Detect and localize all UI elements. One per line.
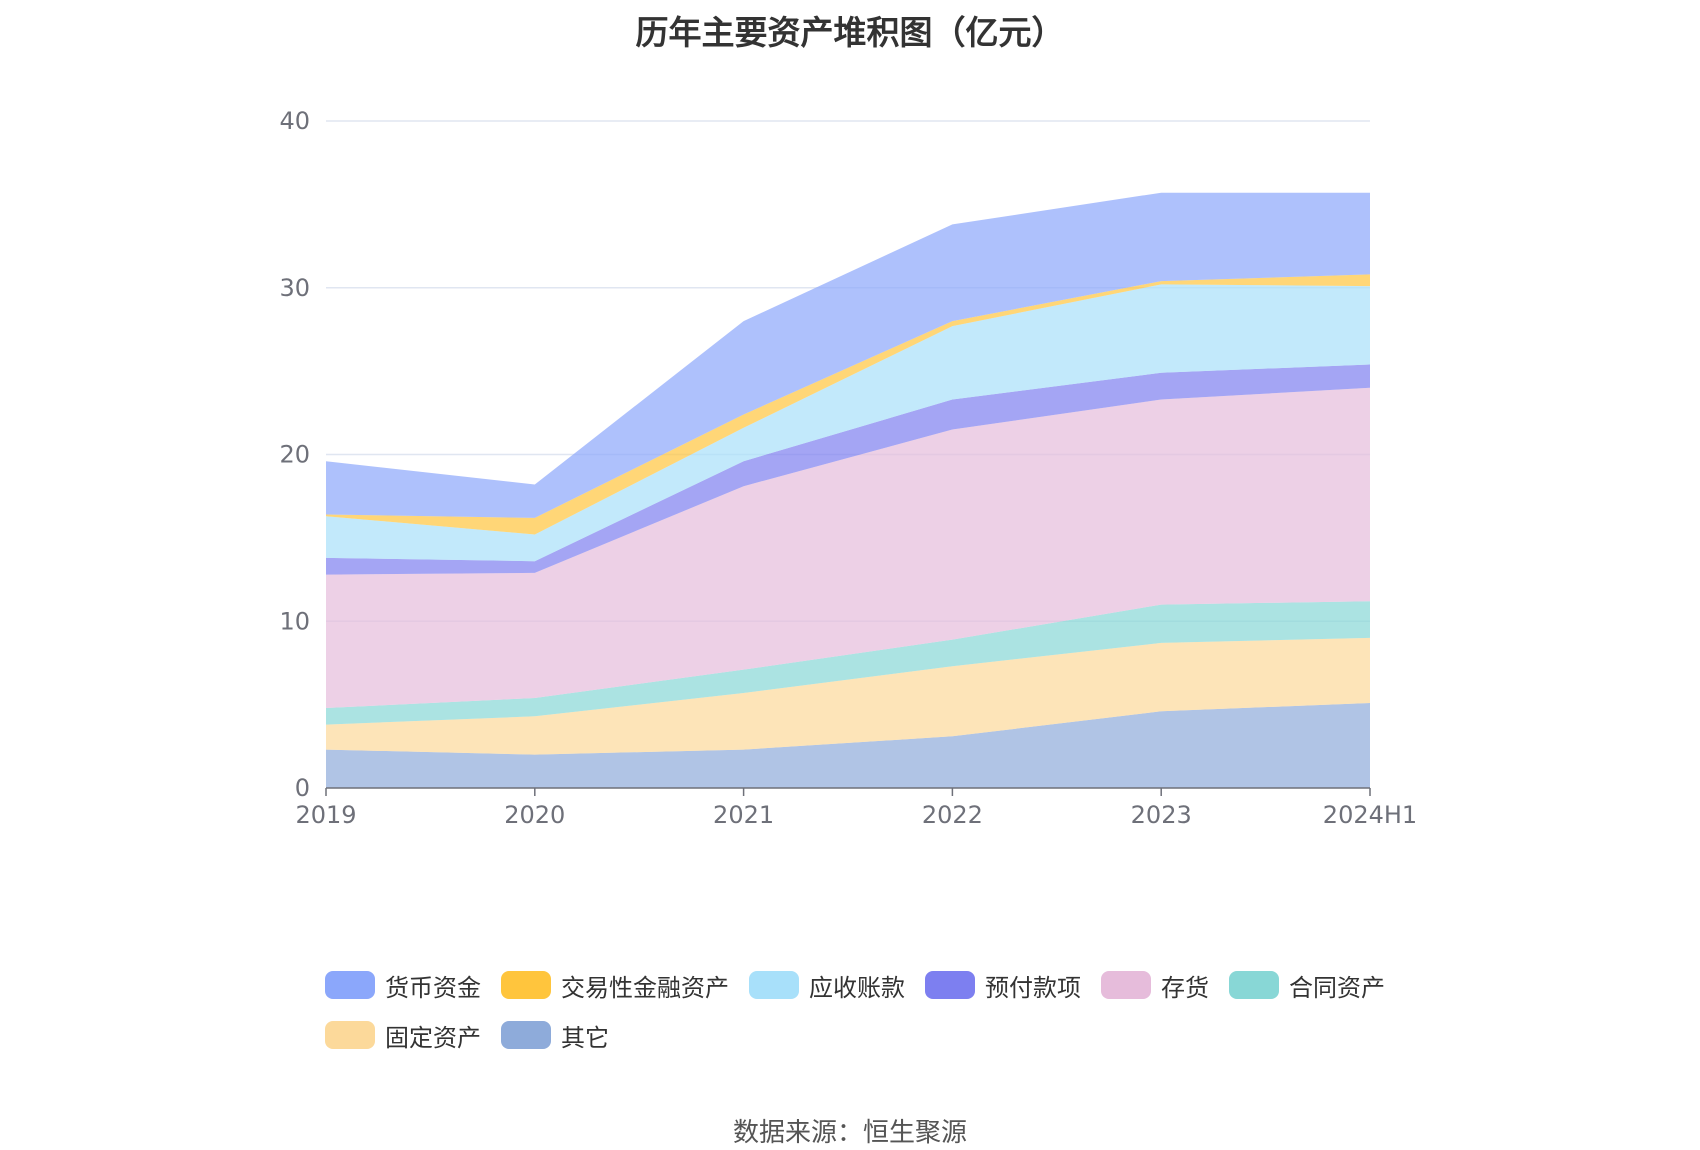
legend-swatch <box>1229 971 1279 999</box>
legend-swatch <box>1101 971 1151 999</box>
legend-swatch <box>501 1021 551 1049</box>
chart-legend: 货币资金 交易性金融资产 应收账款 预付款项 存货 合同资产固定资产 其它 <box>325 960 1445 1060</box>
x-tick-label: 2022 <box>922 801 983 829</box>
x-tick-label: 2019 <box>295 801 356 829</box>
legend-label: 固定资产 <box>385 1023 481 1052</box>
legend-item[interactable]: 应收账款 <box>749 960 905 1010</box>
legend-item[interactable]: 货币资金 <box>325 960 481 1010</box>
legend-item[interactable]: 交易性金融资产 <box>501 960 729 1010</box>
legend-swatch <box>325 1021 375 1049</box>
legend-label: 预付款项 <box>985 973 1081 1002</box>
y-tick-label: 40 <box>279 107 310 135</box>
area-应收账款 <box>326 284 1370 562</box>
legend-item[interactable]: 预付款项 <box>925 960 1081 1010</box>
area-预付款项 <box>326 364 1370 575</box>
legend-swatch <box>501 971 551 999</box>
legend-label: 交易性金融资产 <box>561 973 729 1002</box>
x-tick-label: 2024H1 <box>1323 801 1417 829</box>
y-tick-label: 30 <box>279 274 310 302</box>
data-source: 数据来源：恒生聚源 <box>732 1118 967 1148</box>
x-tick-label: 2020 <box>504 801 565 829</box>
legend-swatch <box>925 971 975 999</box>
y-tick-label: 10 <box>279 607 310 635</box>
legend-label: 存货 <box>1161 973 1209 1002</box>
axes: 0 10 20 30 40 2019 2020 2021 2022 2023 2024H1 <box>279 107 1417 829</box>
legend-swatch <box>325 971 375 999</box>
chart-title: 历年主要资产堆积图（亿元） <box>635 13 1065 52</box>
area-其它 <box>326 703 1370 788</box>
area-货币资金 <box>326 192 1370 518</box>
area-series <box>326 192 1370 788</box>
area-固定资产 <box>326 637 1370 755</box>
legend-item[interactable]: 存货 <box>1101 960 1209 1010</box>
legend-swatch <box>749 971 799 999</box>
y-tick-label: 20 <box>279 441 310 469</box>
area-合同资产 <box>326 601 1370 725</box>
legend-label: 应收账款 <box>809 973 905 1002</box>
legend-label: 其它 <box>561 1023 609 1052</box>
x-tick-label: 2021 <box>713 801 774 829</box>
legend-item[interactable]: 合同资产 <box>1229 960 1385 1010</box>
legend-item[interactable]: 固定资产 <box>325 1010 481 1060</box>
legend-label: 合同资产 <box>1289 973 1385 1002</box>
area-存货 <box>326 387 1370 708</box>
y-tick-label: 0 <box>295 774 310 802</box>
x-tick-label: 2023 <box>1131 801 1192 829</box>
legend-label: 货币资金 <box>385 973 481 1002</box>
legend-item[interactable]: 其它 <box>501 1010 609 1060</box>
